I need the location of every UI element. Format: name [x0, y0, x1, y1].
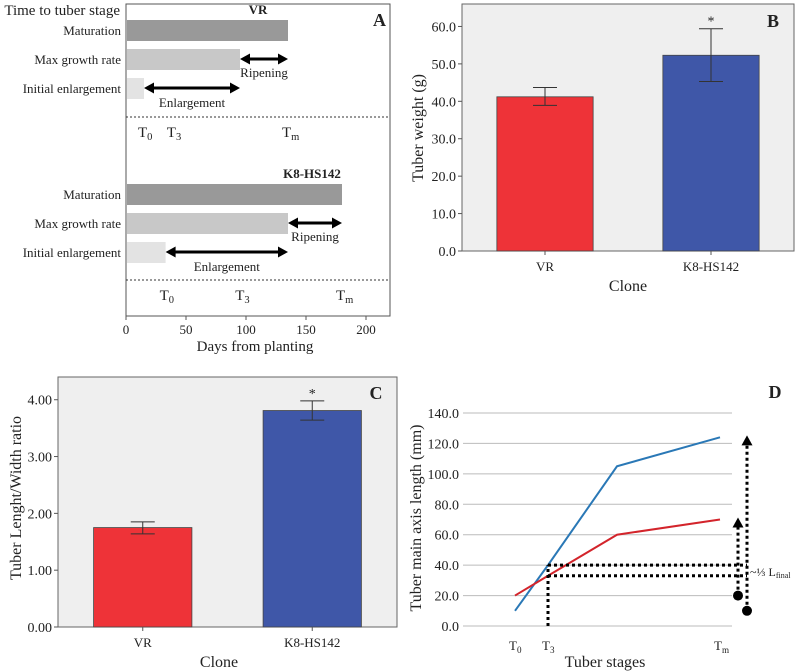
panel-a-tick-label: 200: [356, 322, 376, 337]
panel-a-stage-label: Max growth rate: [34, 52, 121, 67]
ripening-arrow-head-left: [288, 217, 298, 229]
panel-b-y-tick-label: 0.0: [439, 245, 457, 260]
panel-c-label: C: [370, 383, 383, 403]
panel-a-stage-marker: T0: [160, 288, 174, 306]
panel-a-bar: [127, 78, 144, 99]
panel-d-xlabel: Tuber stages: [565, 654, 646, 671]
panel-d-ylabel: Tuber main axis length (mm): [408, 425, 425, 612]
panel-a-tick-label: 150: [296, 322, 316, 337]
panel-c-y-tick-label: 1.00: [28, 564, 53, 579]
panel-a-stage-marker: T0: [138, 125, 152, 143]
panel-d-x-tick-label: Tm: [714, 638, 729, 655]
enlargement-arrow-head-left: [165, 246, 176, 258]
panel-a-stage-marker: T3: [167, 125, 181, 143]
panel-c-x-tick-label: VR: [134, 635, 152, 650]
panel-a-bar: [127, 49, 240, 70]
panel-a-bar: [127, 184, 342, 205]
panel-b-y-tick-label: 20.0: [432, 170, 457, 185]
panel-c-ylabel: Tuber Lenght/Width ratio: [8, 416, 25, 580]
panel-c-y-tick-label: 4.00: [28, 394, 53, 409]
panel-d-y-tick-label: 20.0: [435, 590, 460, 605]
panel-c-x-tick-label: K8-HS142: [284, 635, 340, 650]
panel-b-bar-vr: [496, 96, 594, 252]
panel-a-stage-marker: Tm: [336, 288, 353, 306]
panel-a-group-title: K8-HS142: [283, 166, 341, 181]
enlargement-arrow-head-right: [230, 82, 240, 94]
panel-d-series-vr: [514, 518, 721, 597]
panel-b-bar-k8-hs142: [662, 54, 760, 252]
panel-c-bar-k8-hs142: [262, 410, 362, 628]
panel-a-enlargement-label: Enlargement: [159, 95, 226, 110]
panel-b-x-tick-label: VR: [536, 259, 554, 274]
panel-d-y-tick-label: 100.0: [428, 468, 460, 483]
panel-a-group-title: VR: [249, 2, 268, 17]
panel-b-x-tick-label: K8-HS142: [683, 259, 739, 274]
panel-d-x-tick-label: T0: [509, 638, 522, 655]
panel-d-arrow-head: [741, 435, 753, 446]
panel-d-y-tick-label: 140.0: [428, 407, 460, 422]
panel-d-series-k8-hs142: [514, 436, 721, 612]
panel-b-xlabel: Clone: [609, 278, 647, 295]
panel-a-ripening-label: Ripening: [291, 229, 339, 244]
panel-a-tick-label: 100: [236, 322, 256, 337]
panel-c-bar-vr: [93, 527, 193, 628]
panel-b-significance-marker: *: [708, 15, 715, 30]
panel-b-y-tick-label: 30.0: [432, 133, 457, 148]
panel-a-ripening-label: Ripening: [240, 65, 288, 80]
panel-a-stage-label: Maturation: [63, 23, 121, 38]
panel-a-tick-label: 50: [180, 322, 193, 337]
panel-a-label: A: [373, 10, 386, 30]
panel-d-y-tick-label: 60.0: [435, 529, 460, 544]
panel-c-y-tick-label: 2.00: [28, 507, 53, 522]
enlargement-arrow-head-right: [278, 246, 288, 258]
panel-c-xlabel: Clone: [200, 654, 238, 671]
panel-b-y-tick-label: 60.0: [432, 20, 457, 35]
panel-d-annotation: ~⅓ Lfinal: [750, 565, 791, 580]
panel-d-y-tick-label: 120.0: [428, 437, 460, 452]
ripening-arrow-head-right: [278, 53, 288, 65]
panel-b-y-tick-label: 10.0: [432, 208, 457, 223]
panel-d-start-dot: [733, 590, 743, 601]
panel-d-y-tick-label: 40.0: [435, 559, 460, 574]
panel-a-title: Time to tuber stage: [4, 3, 120, 19]
panel-a-enlargement-label: Enlargement: [194, 259, 261, 274]
panel-c-y-tick-label: 0.00: [28, 621, 53, 636]
panel-a-bar: [127, 242, 166, 263]
panel-a-stage-marker: T3: [235, 288, 249, 306]
panel-d-label: D: [769, 382, 782, 402]
panel-d-y-tick-label: 0.0: [442, 620, 460, 635]
panel-b-y-tick-label: 50.0: [432, 58, 457, 73]
panel-a-bar: [127, 20, 288, 41]
panel-a-stage-label: Initial enlargement: [23, 245, 122, 260]
panel-b-label: B: [767, 11, 779, 31]
panel-a-xlabel: Days from planting: [197, 339, 314, 355]
panel-a-stage-label: Initial enlargement: [23, 81, 122, 96]
panel-a-bar: [127, 213, 288, 234]
panel-b-ylabel: Tuber weight (g): [410, 74, 427, 182]
panel-b-y-tick-label: 40.0: [432, 95, 457, 110]
panel-a-stage-label: Max growth rate: [34, 216, 121, 231]
panel-a-tick-label: 0: [123, 322, 130, 337]
enlargement-arrow-head-left: [144, 82, 154, 94]
panel-d-start-dot: [742, 605, 752, 616]
panel-d-x-tick-label: T3: [542, 638, 555, 655]
panel-c-significance-marker: *: [309, 387, 316, 402]
panel-a-stage-label: Maturation: [63, 187, 121, 202]
panel-d-arrow-head: [732, 517, 744, 528]
panel-d-y-tick-label: 80.0: [435, 498, 460, 513]
ripening-arrow-head-left: [240, 53, 250, 65]
panel-c-y-tick-label: 3.00: [28, 451, 53, 466]
ripening-arrow-head-right: [332, 217, 342, 229]
panel-a-stage-marker: Tm: [282, 125, 299, 143]
